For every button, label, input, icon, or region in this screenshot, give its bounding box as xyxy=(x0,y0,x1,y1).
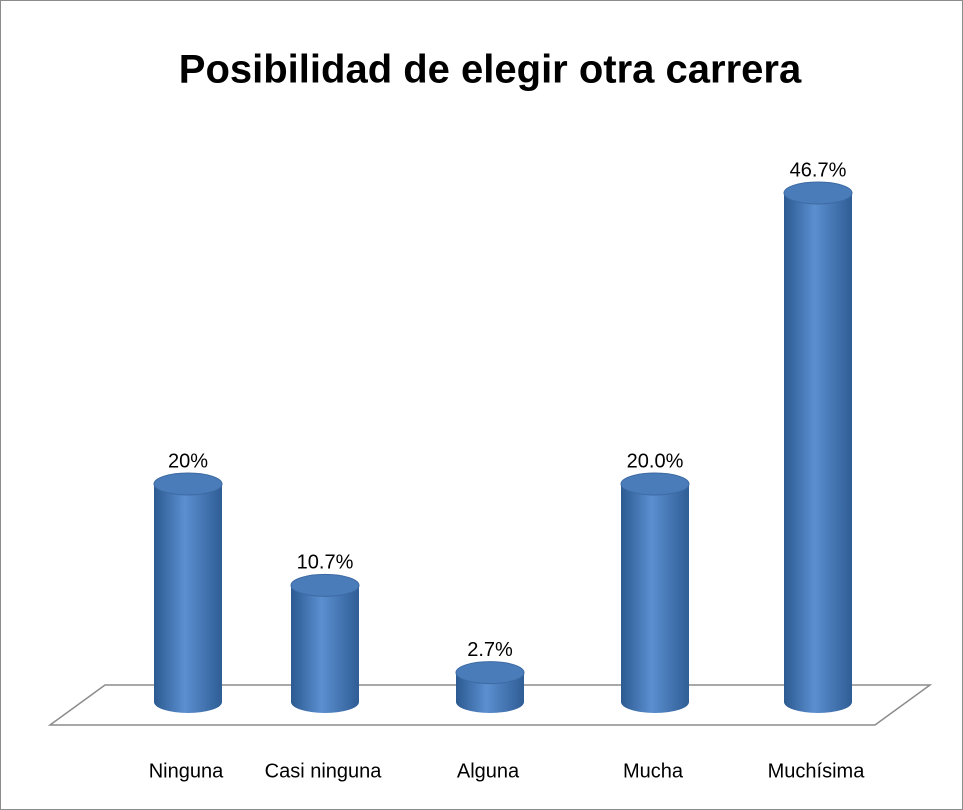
x-tick-label: Alguna xyxy=(457,760,520,782)
value-label: 2.7% xyxy=(467,639,513,661)
bar xyxy=(154,484,222,713)
bar xyxy=(456,672,524,713)
bar xyxy=(621,484,689,713)
bar-top xyxy=(153,472,223,496)
bar xyxy=(784,192,852,714)
x-tick-label: Casi ninguna xyxy=(265,760,383,782)
bar-top xyxy=(620,472,690,496)
bar xyxy=(291,585,359,713)
chart-title: Posibilidad de elegir otra carrera xyxy=(179,48,802,92)
x-tick-label: Ninguna xyxy=(149,760,224,782)
value-label: 20% xyxy=(168,450,208,472)
x-tick-label: Muchísima xyxy=(768,760,866,782)
x-tick-label: Mucha xyxy=(623,760,684,782)
bar-top xyxy=(783,181,853,205)
bar-top xyxy=(290,573,360,597)
value-label: 46.7% xyxy=(790,159,847,181)
value-label: 10.7% xyxy=(297,552,354,574)
bar-top xyxy=(455,661,525,685)
value-label: 20.0% xyxy=(627,450,684,472)
